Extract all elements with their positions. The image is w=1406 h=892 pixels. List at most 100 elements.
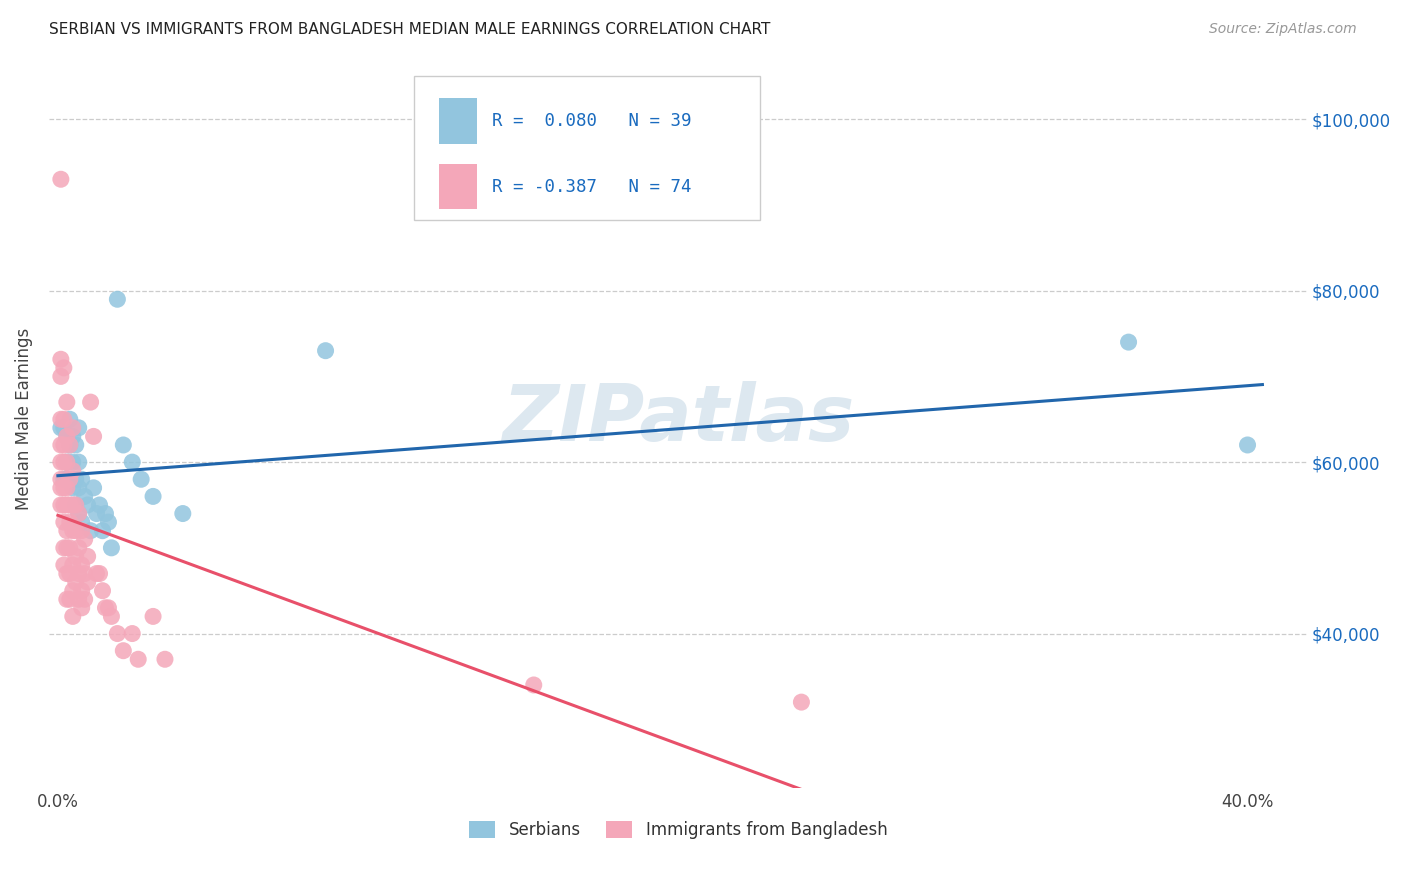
Point [83,481,105,495]
Point [94,600,117,615]
Point [52,421,75,435]
Point [56,566,79,581]
Point [67,566,90,581]
Point [70,558,93,572]
Point [142,490,165,504]
Point [62,524,84,538]
Text: ZIPatlas: ZIPatlas [502,381,853,458]
Point [70,515,93,529]
Point [100,541,122,555]
Point [91,583,114,598]
Point [121,455,143,469]
Point [56,498,79,512]
Point [49,172,72,186]
FancyBboxPatch shape [439,164,477,210]
Point [49,421,72,435]
Point [59,592,82,607]
Point [1118,335,1140,350]
Point [112,438,135,452]
Point [56,481,79,495]
Point [86,566,108,581]
Point [52,558,75,572]
Point [52,438,75,452]
Point [62,455,84,469]
Point [1236,438,1258,452]
Point [49,481,72,495]
Point [89,566,111,581]
Point [59,541,82,555]
Point [59,566,82,581]
Point [52,472,75,486]
Point [67,507,90,521]
Point [52,455,75,469]
Point [129,472,152,486]
Point [59,438,82,452]
Point [67,507,90,521]
Point [56,524,79,538]
Point [97,600,120,615]
Point [67,421,90,435]
Point [49,438,72,452]
Point [73,592,96,607]
Point [59,412,82,426]
Y-axis label: Median Male Earnings: Median Male Earnings [15,328,32,510]
Point [105,292,128,306]
Point [89,498,111,512]
Point [79,395,101,409]
Point [65,472,87,486]
Point [523,678,546,692]
Point [172,507,194,521]
Point [315,343,337,358]
Point [142,609,165,624]
Text: R =  0.080   N = 39: R = 0.080 N = 39 [492,112,692,130]
Point [62,481,84,495]
Point [49,455,72,469]
Point [52,412,75,426]
Point [67,541,90,555]
Point [52,481,75,495]
Point [79,524,101,538]
Point [59,515,82,529]
Point [65,498,87,512]
Point [52,360,75,375]
Point [56,429,79,443]
FancyBboxPatch shape [439,98,477,144]
Point [65,438,87,452]
Point [49,472,72,486]
Point [62,609,84,624]
Point [73,490,96,504]
Point [49,498,72,512]
Point [91,524,114,538]
Point [62,558,84,572]
Point [70,600,93,615]
Point [153,652,176,666]
Point [127,652,149,666]
Point [67,592,90,607]
Point [59,498,82,512]
Point [73,566,96,581]
Point [121,626,143,640]
Point [76,549,98,564]
Point [62,583,84,598]
Point [52,541,75,555]
Point [56,455,79,469]
Point [62,498,84,512]
Point [67,481,90,495]
Point [97,515,120,529]
Point [49,352,72,367]
Point [56,455,79,469]
Point [105,626,128,640]
Point [59,472,82,486]
Text: R = -0.387   N = 74: R = -0.387 N = 74 [492,178,692,195]
Point [52,515,75,529]
Point [56,429,79,443]
Point [62,464,84,478]
Point [62,421,84,435]
Point [65,524,87,538]
Point [56,592,79,607]
Point [70,472,93,486]
FancyBboxPatch shape [413,77,759,220]
Point [56,472,79,486]
Point [67,455,90,469]
Point [65,549,87,564]
